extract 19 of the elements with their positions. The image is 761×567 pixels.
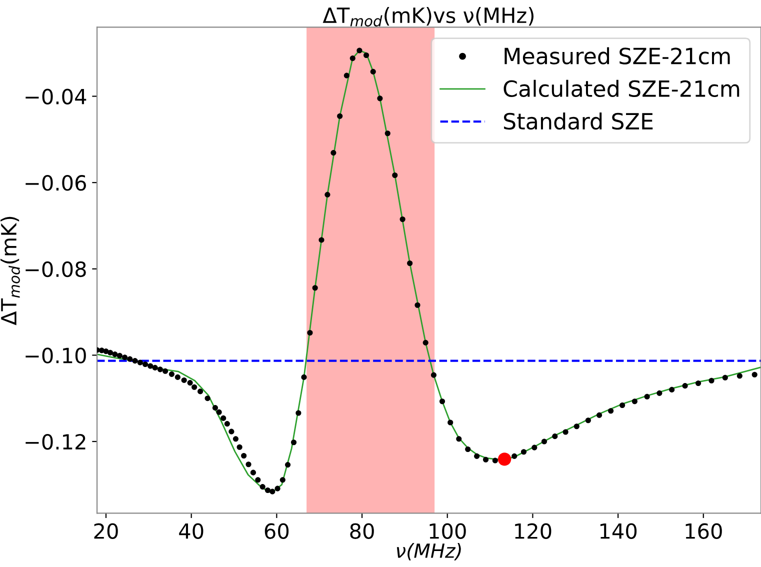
chart-title: ΔT$_{mod}$(mK)vs ν(MHz) [322, 7, 534, 26]
y-tick-label: −0.10 [26, 348, 86, 364]
y-tick-label: −0.06 [26, 175, 86, 191]
x-tick-label: 160 [686, 523, 722, 539]
x-tick-label: 40 [179, 523, 204, 539]
x-tick-label: 60 [264, 523, 289, 539]
x-tick-label: 100 [430, 523, 466, 539]
y-tick-label: −0.08 [26, 261, 86, 278]
legend-label: Standard SZE [504, 112, 653, 130]
y-tick-label: −0.04 [26, 88, 86, 104]
y-tick-label: −0.12 [26, 434, 86, 450]
x-tick-label: 120 [515, 523, 552, 539]
x-tick-label: 80 [350, 523, 374, 539]
x-axis-title: ν(MHz) [396, 543, 461, 560]
legend-label: Calculated SZE-21cm [504, 80, 740, 98]
y-axis-title: ΔT$_{mod}$(mK) [0, 216, 20, 326]
legend-label: Measured SZE-21cm [504, 47, 730, 64]
x-tick-label: 20 [94, 523, 118, 539]
x-tick-label: 140 [600, 523, 637, 539]
